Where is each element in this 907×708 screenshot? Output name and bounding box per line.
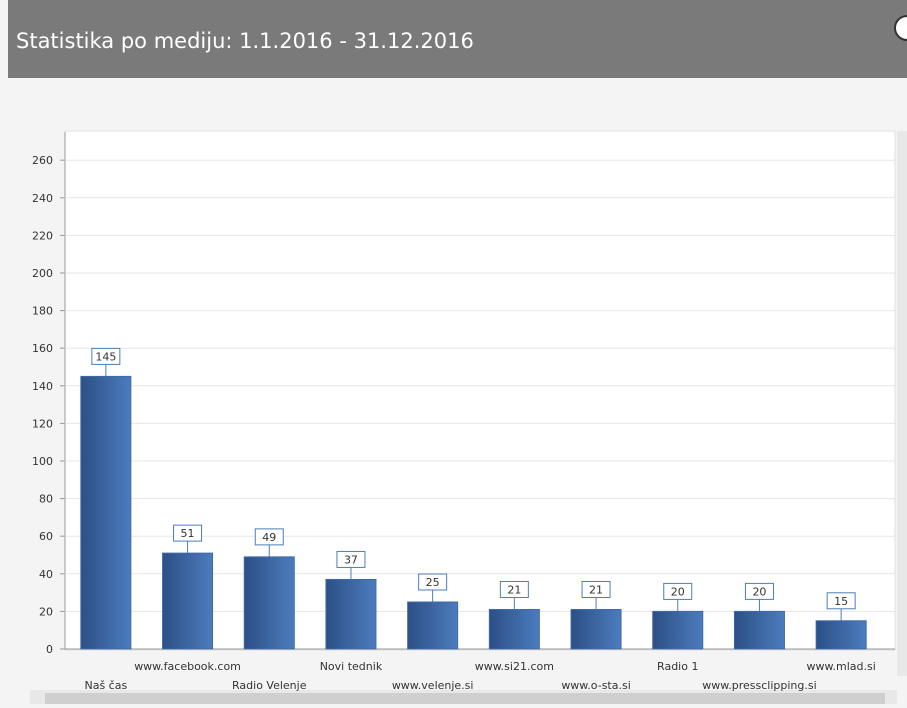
value-label: 15: [834, 595, 848, 608]
value-label: 51: [181, 527, 195, 540]
label-box: [826, 592, 856, 610]
chart: 0 20 40 60 80 100 120 140 160 180 200 220 240 260 Naš …: [32, 132, 895, 692]
close-button[interactable]: [894, 15, 907, 41]
vertical-scrollbar[interactable]: [897, 131, 907, 676]
label-box: [254, 528, 284, 546]
label-box: [744, 582, 774, 600]
y-tick-label: 220: [32, 229, 53, 242]
value-label: 20: [671, 585, 685, 598]
value-label: 21: [589, 584, 603, 597]
bar: [243, 556, 295, 650]
y-tick-label: 80: [39, 493, 53, 506]
y-tick-label: 0: [46, 643, 53, 656]
value-label: 21: [507, 584, 521, 597]
bar: [815, 620, 867, 650]
x-tick-label: www.mlad.si: [807, 660, 876, 673]
bar: [80, 375, 132, 650]
x-tick-label: Radio 1: [657, 660, 698, 673]
value-label: 25: [426, 576, 440, 589]
value-label: 37: [344, 553, 358, 566]
y-tick-label: 260: [32, 154, 53, 167]
bar: [652, 610, 704, 650]
y-tick-label: 160: [32, 342, 53, 355]
label-box: [499, 581, 529, 599]
header-bar: [8, 0, 907, 78]
x-tick-label: Radio Velenje: [232, 679, 307, 692]
y-tick-label: 40: [39, 568, 53, 581]
value-label: 49: [262, 531, 276, 544]
value-label: 20: [752, 585, 766, 598]
bar: [570, 609, 622, 650]
y-tick-label: 240: [32, 192, 53, 205]
y-tick-label: 120: [32, 417, 53, 430]
value-label: 145: [95, 350, 116, 363]
label-box: [91, 347, 121, 365]
y-tick-label: 200: [32, 267, 53, 280]
y-tick-label: 140: [32, 380, 53, 393]
x-tick-label: www.velenje.si: [392, 679, 474, 692]
header-title: Statistika po mediju: 1.1.2016 - 31.12.2…: [16, 29, 474, 53]
label-box: [336, 550, 366, 568]
label-box: [418, 573, 448, 591]
y-tick-label: 60: [39, 530, 53, 543]
label-box: [173, 524, 203, 542]
y-tick-label: 20: [39, 605, 53, 618]
bar: [162, 552, 214, 650]
x-tick-label: Naš čas: [84, 679, 127, 692]
label-box: [663, 582, 693, 600]
scroll-thumb[interactable]: [45, 693, 885, 704]
x-tick-label: www.si21.com: [475, 660, 554, 673]
bar: [488, 609, 540, 650]
y-tick-label: 100: [32, 455, 53, 468]
bar: [407, 601, 459, 650]
x-tick-label: www.facebook.com: [134, 660, 241, 673]
bar: [325, 578, 377, 650]
y-tick-label: 180: [32, 305, 53, 318]
x-tick-label: www.o-sta.si: [561, 679, 630, 692]
bar: [733, 610, 785, 650]
x-tick-label: www.pressclipping.si: [702, 679, 816, 692]
label-box: [581, 581, 611, 599]
x-tick-label: Novi tednik: [320, 660, 383, 673]
